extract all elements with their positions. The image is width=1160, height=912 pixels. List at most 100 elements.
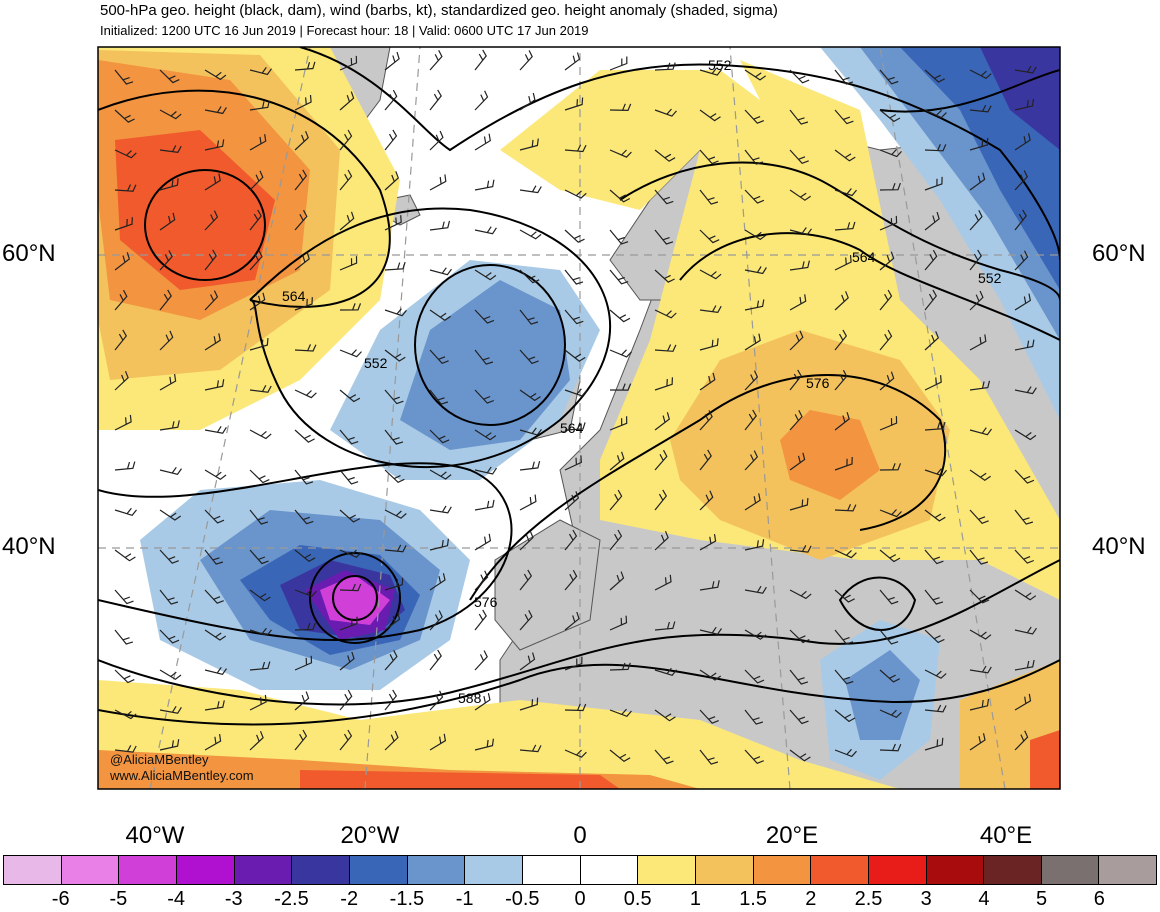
wind-barb [159, 250, 173, 271]
wind-barb [924, 69, 945, 83]
wind-barb [339, 651, 355, 671]
wind-barb [924, 737, 944, 751]
wind-barb [969, 733, 986, 751]
wind-barb [114, 414, 132, 431]
wind-barb [744, 189, 765, 204]
wind-barb [519, 229, 542, 240]
colorbar-tick-label: 1 [689, 888, 701, 910]
colorbar-swatch [522, 856, 581, 884]
wind-barb [789, 545, 812, 553]
colorbar-swatch [176, 856, 235, 884]
contour-label: 576 [806, 375, 830, 391]
wind-barb [474, 692, 491, 711]
wind-barb [249, 385, 272, 393]
wind-barb [609, 383, 632, 391]
lat-label-60n-right: 60°N [1092, 240, 1146, 267]
wind-barb [879, 69, 899, 85]
wind-barb [384, 308, 407, 317]
credit-handle: @AliciaMBentley [110, 752, 209, 767]
wind-barb [609, 529, 623, 551]
wind-barb [609, 269, 629, 285]
wind-barb [159, 69, 180, 84]
wind-barb [834, 149, 856, 162]
wind-barb [339, 583, 362, 592]
wind-barb [204, 249, 217, 271]
wind-barb [474, 533, 492, 551]
wind-barb [969, 210, 983, 231]
wind-barb [294, 509, 314, 525]
wind-barb [339, 303, 362, 311]
wind-barb [429, 130, 444, 151]
wind-barb [789, 749, 811, 762]
wind-barb [474, 49, 487, 71]
colorbar-tick-label: -0.5 [505, 888, 540, 910]
wind-barb [384, 51, 400, 71]
wind-barb [249, 134, 267, 151]
wind-barb [654, 189, 674, 205]
colorbar-tick-label: -1 [455, 888, 474, 910]
wind-barb [609, 229, 629, 245]
wind-barb [699, 67, 722, 76]
wind-barb [969, 589, 990, 604]
wind-barb [159, 145, 182, 153]
wind-barb [474, 650, 488, 671]
colorbar-tick-label: -3 [224, 888, 243, 910]
wind-barb [114, 669, 135, 684]
wind-barb [1014, 429, 1037, 441]
wind-barb [654, 449, 668, 471]
wind-barb [609, 749, 631, 763]
wind-barb [654, 621, 676, 631]
colorbar-tick-label: 1.5 [739, 888, 767, 910]
wind-barb [294, 389, 317, 399]
wind-barb [519, 530, 534, 551]
wind-barb [609, 56, 628, 71]
colorbar-tick-label: 2.5 [854, 888, 883, 910]
wind-barb [159, 705, 182, 714]
wind-barb [474, 309, 495, 324]
wind-barb [429, 573, 446, 591]
wind-barb [744, 69, 767, 81]
wind-barb [1014, 549, 1035, 564]
wind-barb [474, 609, 487, 631]
wind-barb [249, 100, 270, 111]
lat-label-60n-left: 60°N [2, 240, 56, 267]
wind-barb [654, 749, 674, 765]
wind-barb [204, 210, 219, 231]
wind-barb [114, 589, 134, 605]
wind-barb [879, 371, 895, 391]
wind-barb [429, 174, 447, 191]
colorbar-tick-label: -1.5 [389, 888, 425, 910]
wind-barb [204, 69, 227, 81]
wind-barb [789, 498, 809, 511]
wind-barb [114, 217, 133, 231]
wind-barb [384, 261, 406, 271]
wind-barb [564, 703, 587, 712]
wind-barb [1014, 65, 1037, 74]
colorbar-swatch [753, 856, 812, 884]
wind-barb [519, 349, 539, 365]
wind-barb [249, 589, 271, 602]
wind-barb [339, 549, 362, 559]
colorbar-swatch [292, 856, 350, 884]
wind-barb [429, 349, 449, 365]
wind-barb [924, 704, 947, 713]
wind-barb [114, 109, 135, 123]
colorbar [3, 855, 1157, 885]
wind-barb [609, 708, 632, 718]
wind-barb [834, 109, 854, 125]
lat-label-40n-right: 40°N [1092, 533, 1146, 560]
wind-barb [519, 427, 542, 436]
wind-barb [834, 412, 850, 431]
wind-barb [339, 469, 359, 485]
wind-barb [519, 744, 542, 753]
wind-barb [1014, 250, 1029, 271]
wind-barb [789, 452, 806, 471]
wind-barb [699, 626, 722, 635]
wind-barb [789, 109, 809, 125]
colorbar-swatch [580, 856, 639, 884]
wind-barb [384, 730, 399, 751]
wind-barb [294, 61, 316, 71]
wind-barb [699, 490, 714, 511]
wind-barb [339, 509, 361, 523]
lon-label-20e: 20°E [765, 822, 819, 849]
